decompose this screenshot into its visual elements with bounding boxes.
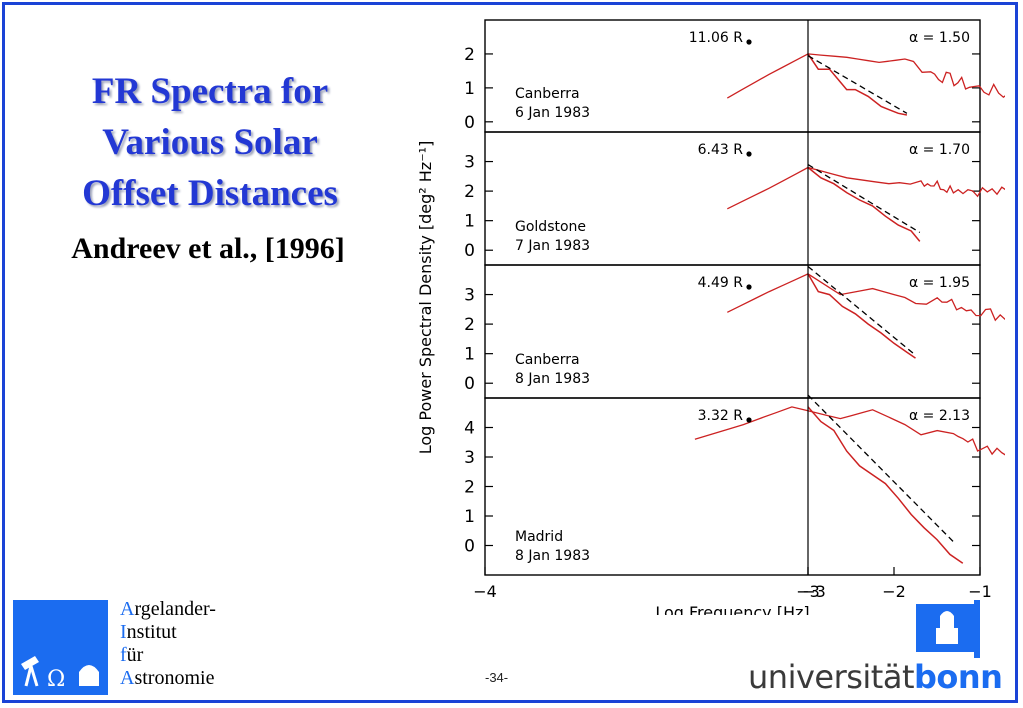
- series-line-left: [727, 273, 1005, 322]
- solar-radius-symbol: [746, 151, 752, 157]
- distance-label: 4.49 R: [698, 275, 744, 291]
- date-label: 8 Jan 1983: [515, 548, 590, 564]
- distance-label: 3.32 R: [698, 408, 744, 424]
- x-tick-label: −4: [473, 582, 497, 601]
- y-tick-label: 0: [464, 113, 475, 133]
- series-line-left: [727, 166, 1005, 210]
- date-label: 6 Jan 1983: [515, 105, 590, 121]
- observatory-icon: [79, 665, 99, 686]
- y-tick-label: 3: [464, 286, 475, 306]
- institute-line: Astronomie: [120, 667, 215, 689]
- x-tick-label: −1: [968, 582, 992, 601]
- title-line: Various Solar: [102, 122, 318, 163]
- x-tick-label: −2: [882, 582, 906, 601]
- x-tick-label: −3: [802, 582, 826, 601]
- distance-label: 6.43 R: [698, 142, 744, 158]
- university-building-icon: [916, 600, 980, 658]
- y-tick-label: 2: [464, 45, 475, 65]
- aifa-logo: Ω: [13, 600, 108, 695]
- y-tick-label: 0: [464, 241, 475, 261]
- fit-line: [807, 163, 921, 234]
- date-label: 7 Jan 1983: [515, 238, 590, 254]
- alpha-label: α = 1.70: [909, 142, 970, 158]
- date-label: 8 Jan 1983: [515, 371, 590, 387]
- y-tick-label: 1: [464, 79, 475, 99]
- alpha-label: α = 1.50: [909, 30, 970, 46]
- series-line-right: [807, 53, 908, 116]
- fit-line: [807, 55, 908, 114]
- x-axis-label: Log Frequency [Hz]: [655, 603, 809, 615]
- title-line: Offset Distances: [82, 173, 338, 214]
- y-tick-label: 0: [464, 537, 475, 557]
- station-label: Madrid: [515, 529, 563, 545]
- title-line: FR Spectra for: [91, 71, 329, 112]
- institute-line: Institut: [120, 621, 177, 643]
- y-tick-label: 1: [464, 345, 475, 365]
- y-tick-label: 3: [464, 153, 475, 173]
- university-wordmark: universitätbonn: [748, 658, 1003, 696]
- distance-label: 11.06 R: [689, 30, 744, 46]
- institute-line: für: [120, 644, 144, 666]
- y-tick-label: 0: [464, 374, 475, 394]
- alpha-label: α = 1.95: [909, 275, 970, 291]
- page-number: -34-: [485, 670, 509, 685]
- slide-title: FR Spectra for Various Solar Offset Dist…: [45, 66, 375, 219]
- y-tick-label: 1: [464, 507, 475, 527]
- fit-line: [807, 265, 916, 356]
- station-label: Goldstone: [515, 219, 586, 235]
- series-line-right: [807, 406, 964, 564]
- station-label: Canberra: [515, 86, 580, 102]
- omega-symbol: Ω: [47, 667, 65, 692]
- y-axis-label: Log Power Spectral Density [deg² Hz⁻¹]: [416, 141, 435, 455]
- citation: Andreev et al., [1996]: [71, 232, 345, 265]
- x-tick-label: −3: [796, 582, 820, 601]
- y-tick-label: 2: [464, 478, 475, 498]
- y-tick-label: 2: [464, 182, 475, 202]
- solar-radius-symbol: [746, 417, 752, 423]
- series-line-left: [726, 53, 1005, 99]
- series-line-left: [694, 406, 1005, 456]
- alpha-label: α = 2.13: [909, 408, 970, 424]
- institute-name: Argelander- Institut für Astronomie: [120, 598, 216, 690]
- telescope-icon: [21, 656, 39, 687]
- solar-radius-symbol: [746, 284, 752, 290]
- university-logo: universitätbonn: [748, 598, 1008, 698]
- series-line-right: [807, 273, 916, 359]
- fr-spectra-chart: 2 1 0 Canberra 6 Jan 1983 11.06 R α = 1.50 3 2 1 0…: [405, 15, 1005, 615]
- institute-line: Argelander-: [120, 598, 216, 620]
- series-line-right: [807, 166, 921, 242]
- y-tick-label: 1: [464, 212, 475, 232]
- y-tick-label: 2: [464, 315, 475, 335]
- y-tick-label: 4: [464, 419, 475, 439]
- fit-line: [807, 394, 955, 544]
- solar-radius-symbol: [746, 39, 752, 45]
- station-label: Canberra: [515, 352, 580, 368]
- y-tick-label: 3: [464, 448, 475, 468]
